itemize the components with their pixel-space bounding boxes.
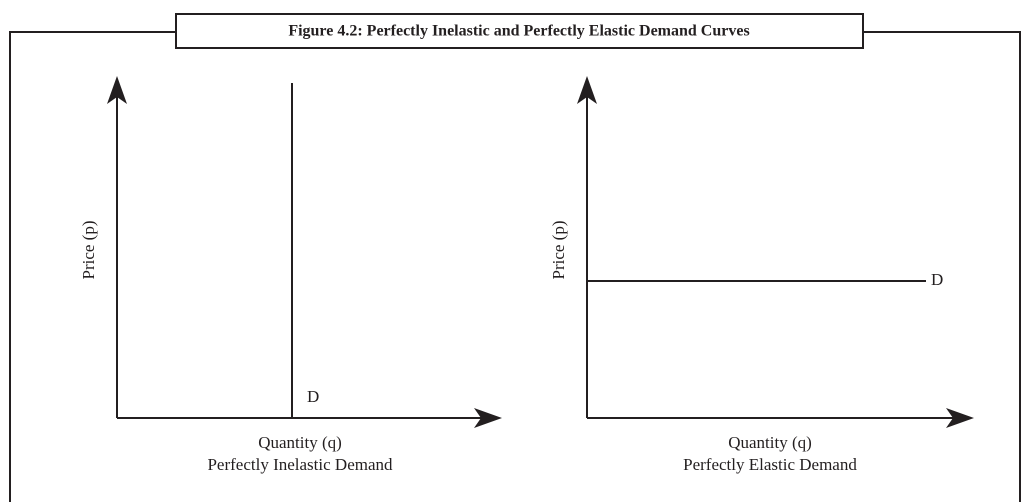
x-label: Quantity (q) [258, 433, 342, 452]
y-arrow [577, 76, 597, 104]
y-arrow [107, 76, 127, 104]
frame [9, 31, 1021, 502]
x-arrow [474, 408, 502, 428]
y-label: Price (p) [79, 220, 98, 279]
y-label: Price (p) [549, 220, 568, 279]
curve-label: D [307, 387, 319, 406]
caption: Perfectly Elastic Demand [683, 455, 857, 474]
x-label: Quantity (q) [728, 433, 812, 452]
x-arrow [946, 408, 974, 428]
title: Figure 4.2: Perfectly Inelastic and Perf… [288, 23, 749, 40]
panel-elastic: D Price (p) Quantity (q) Perfectly Elast… [549, 76, 974, 474]
curve-label: D [931, 270, 943, 289]
panel-inelastic: D Price (p) Quantity (q) Perfectly Inela… [79, 76, 502, 474]
title-box [175, 13, 864, 49]
caption: Perfectly Inelastic Demand [207, 455, 393, 474]
